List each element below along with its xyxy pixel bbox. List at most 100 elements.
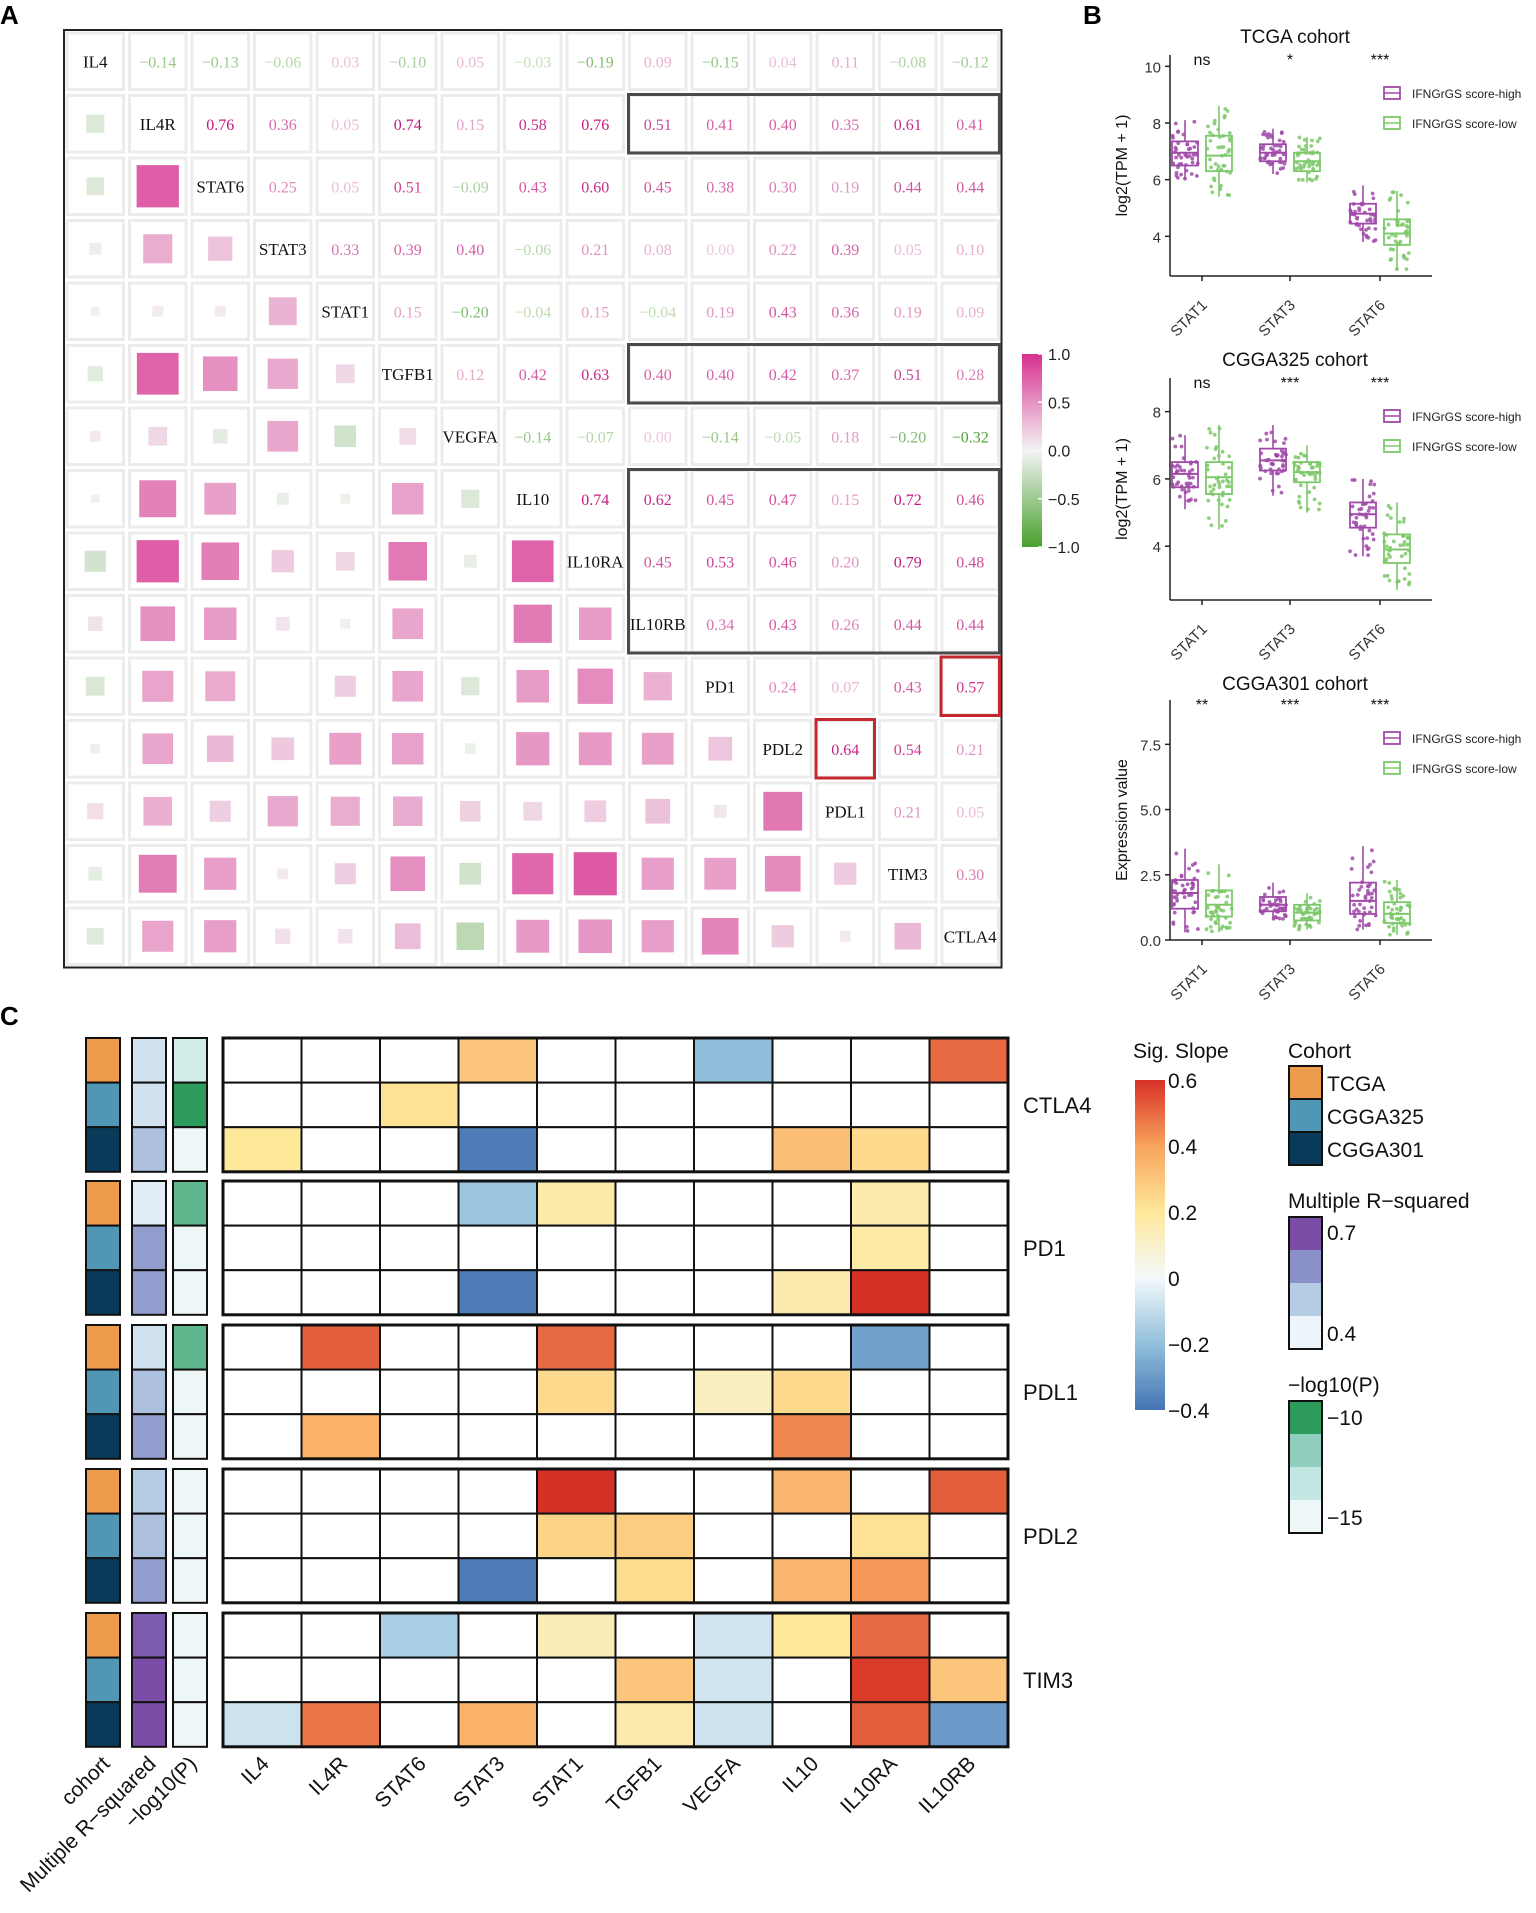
slope-cell [614, 1368, 695, 1416]
correlation-square [329, 732, 362, 765]
data-point [1308, 462, 1313, 466]
data-point [1195, 868, 1200, 873]
slope-cell [457, 1413, 538, 1460]
data-point [1296, 455, 1301, 460]
data-point [1276, 484, 1281, 489]
correlation-value: −0.15 [702, 54, 739, 71]
data-point [1175, 469, 1180, 474]
slope-tick-label: 0.2 [1168, 1202, 1197, 1225]
correlation-value: 0.12 [456, 367, 484, 384]
data-point [1190, 475, 1195, 480]
data-point [1206, 124, 1210, 129]
matrix-cell [690, 344, 750, 404]
slope-colorbar [1135, 1080, 1165, 1410]
correlation-square [516, 669, 550, 703]
data-point [1299, 451, 1303, 456]
data-point [1401, 253, 1406, 258]
slope-cell [693, 1656, 774, 1704]
data-point [1403, 566, 1407, 571]
data-point [1350, 856, 1355, 861]
data-point [1310, 178, 1315, 183]
slope-cell [457, 1126, 538, 1173]
data-point [1365, 235, 1369, 239]
data-point [1400, 923, 1405, 928]
data-point [1277, 916, 1282, 921]
data-point [1185, 882, 1190, 887]
rsquared-legend-step [1289, 1316, 1322, 1349]
data-point [1363, 894, 1368, 899]
matrix-cell [815, 281, 875, 341]
correlation-value: −0.08 [889, 54, 926, 71]
data-point [1185, 928, 1190, 933]
correlation-square [140, 606, 176, 642]
data-point [1261, 144, 1266, 149]
data-point [1407, 580, 1412, 585]
x-tick-label: STAT6 [1345, 961, 1388, 1004]
data-point [1294, 166, 1299, 171]
x-tick-label: STAT3 [1255, 297, 1298, 340]
y-tick-label: 8 [1153, 405, 1161, 422]
correlation-square [209, 800, 231, 822]
matrix-cell [565, 156, 625, 216]
data-point [1264, 431, 1269, 436]
slope-cell [771, 1701, 852, 1748]
data-point [1350, 893, 1355, 898]
gene-label-pdl2: PDL2 [762, 740, 803, 759]
correlation-square [275, 928, 291, 944]
group-label: PDL2 [1023, 1524, 1078, 1549]
data-point [1399, 554, 1404, 559]
y-tick-label: 2.5 [1140, 868, 1161, 885]
correlation-value: 0.41 [706, 117, 734, 134]
data-point [1382, 574, 1387, 578]
data-point [1352, 909, 1356, 914]
cohort-cell [85, 1324, 121, 1371]
matrix-cell [815, 94, 875, 154]
data-point [1391, 926, 1396, 931]
data-point [1220, 524, 1224, 528]
correlation-value: 0.74 [394, 117, 422, 134]
matrix-cell [753, 656, 813, 716]
correlation-value: 0.24 [769, 679, 797, 696]
cohort-legend-title: Cohort [1288, 1040, 1351, 1063]
correlation-square [463, 554, 477, 568]
logp-cell [172, 1512, 208, 1560]
slope-cell [771, 1037, 852, 1084]
heatmap-group-pdl2: PDL2 [85, 1467, 1078, 1605]
correlation-square [392, 608, 424, 640]
data-point [1396, 223, 1400, 228]
x-tick-label: STAT6 [1345, 621, 1388, 664]
matrix-cell [440, 31, 500, 91]
colorbar-tick-label: 1.0 [1048, 347, 1070, 364]
correlation-square [456, 922, 484, 950]
data-point [1208, 138, 1213, 143]
correlation-value: 0.43 [519, 179, 547, 196]
correlation-square [390, 856, 426, 892]
matrix-cell [815, 31, 875, 91]
correlation-value: 0.28 [956, 367, 984, 384]
data-point [1220, 449, 1225, 454]
box [1171, 879, 1199, 910]
column-label: IL4 [237, 1752, 274, 1789]
correlation-value: 0.72 [894, 492, 922, 509]
slope-tick-label: −0.4 [1168, 1400, 1210, 1423]
logp-cell [172, 1324, 208, 1371]
data-point [1366, 923, 1371, 928]
data-point [1350, 504, 1355, 509]
correlation-value: 0.44 [956, 617, 984, 634]
correlation-square [86, 114, 105, 133]
slope-cell [850, 1413, 931, 1460]
data-point [1405, 219, 1410, 224]
data-point [1371, 505, 1376, 510]
data-point [1366, 226, 1371, 231]
data-point [1194, 173, 1199, 178]
slope-cell [614, 1037, 695, 1084]
data-point [1393, 239, 1398, 244]
data-point [1396, 579, 1401, 584]
slope-cell [536, 1413, 617, 1460]
correlation-value: −0.03 [514, 54, 551, 71]
correlation-square [212, 428, 228, 444]
slope-cell [771, 1368, 852, 1416]
data-point [1267, 886, 1271, 890]
slope-cell [379, 1180, 460, 1227]
matrix-cell [65, 656, 125, 716]
